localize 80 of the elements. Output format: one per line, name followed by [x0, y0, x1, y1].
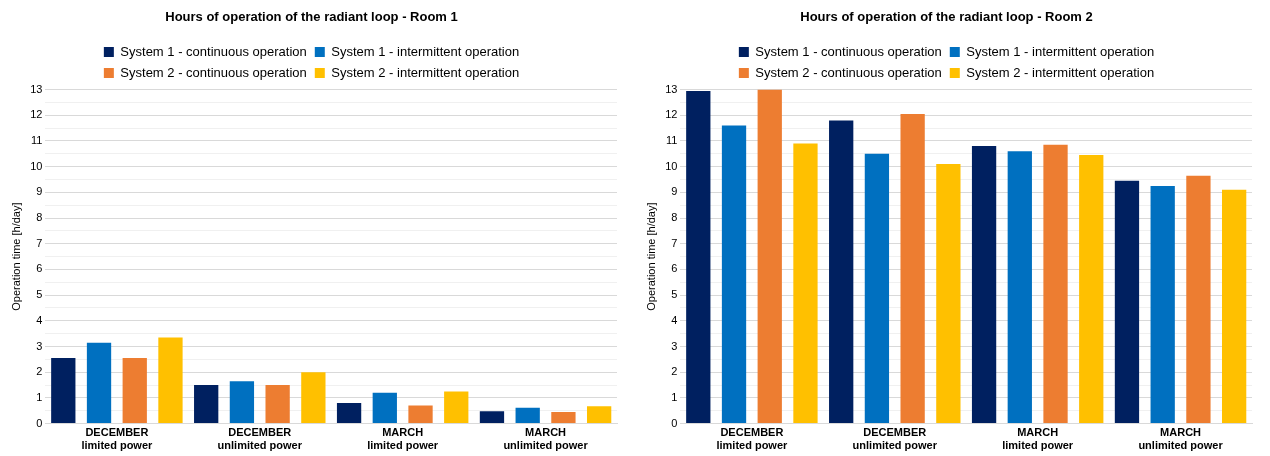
legend-label: System 2 - intermittent operation	[966, 64, 1155, 80]
bar	[194, 385, 219, 424]
bar	[936, 164, 961, 424]
bar	[1007, 151, 1032, 424]
bar	[551, 412, 576, 424]
y-tick-label: 11	[31, 134, 43, 147]
bar	[158, 337, 183, 424]
bar	[757, 89, 782, 424]
y-tick-label: 2	[36, 365, 43, 378]
y-tick-label: 10	[665, 159, 678, 172]
y-tick-label: 7	[36, 236, 43, 249]
x-tick-label: DECEMBER unlimited power	[217, 426, 303, 452]
bar	[1221, 189, 1247, 424]
y-tick-label: 4	[36, 313, 43, 326]
y-axis-title: Operation time [h/day]	[9, 202, 22, 311]
y-tick-label: 7	[671, 236, 678, 249]
bar	[1186, 175, 1211, 424]
x-tick-label: DECEMBER limited power	[716, 426, 789, 452]
legend-label: System 1 - continuous operation	[120, 43, 307, 59]
y-tick-label: 3	[671, 339, 678, 352]
y-tick-label: 6	[671, 262, 678, 275]
y-tick-label: 9	[36, 185, 43, 198]
chart-title: Hours of operation of the radiant loop - Room 2	[800, 9, 1093, 25]
y-tick-label: 8	[671, 211, 678, 224]
y-tick-label: 12	[665, 108, 678, 121]
bar	[721, 125, 747, 424]
bar	[515, 407, 540, 424]
chart-title: Hours of operation of the radiant loop - Room 1	[165, 9, 458, 25]
y-tick-label: 13	[30, 82, 43, 95]
bar	[1079, 155, 1104, 424]
y-axis-title: Operation time [h/day]	[644, 202, 657, 311]
x-tick-label: MARCH unlimited power	[1138, 426, 1224, 452]
y-tick-label: 11	[666, 134, 678, 147]
x-tick-label: DECEMBER limited power	[81, 426, 154, 452]
bar	[586, 406, 612, 424]
x-tick-label: MARCH unlimited power	[503, 426, 589, 452]
legend-label: System 1 - continuous operation	[755, 43, 942, 59]
y-tick-label: 13	[665, 82, 678, 95]
y-tick-label: 1	[36, 390, 43, 403]
bar	[829, 120, 854, 424]
y-tick-label: 12	[30, 108, 43, 121]
y-tick-label: 8	[36, 211, 43, 224]
bar	[793, 143, 818, 424]
x-tick-label: DECEMBER unlimited power	[852, 426, 938, 452]
y-tick-label: 5	[671, 288, 678, 301]
bar	[971, 146, 997, 424]
bar	[301, 372, 326, 424]
bar	[265, 385, 290, 424]
y-tick-label: 4	[671, 313, 678, 326]
bar	[408, 405, 433, 424]
x-tick-label: MARCH limited power	[1002, 426, 1074, 452]
bar	[1114, 180, 1140, 424]
bar	[372, 392, 397, 424]
bar	[1150, 185, 1175, 424]
y-tick-label: 0	[671, 416, 678, 429]
bar	[336, 403, 362, 424]
y-tick-label: 5	[36, 288, 43, 301]
bar	[479, 411, 505, 424]
y-tick-label: 9	[671, 185, 678, 198]
bar	[122, 358, 147, 424]
y-tick-label: 2	[671, 365, 678, 378]
y-tick-label: 10	[30, 159, 43, 172]
legend-label: System 1 - intermittent operation	[966, 43, 1155, 59]
legend-label: System 2 - intermittent operation	[331, 64, 520, 80]
bar	[229, 381, 255, 424]
y-tick-label: 6	[36, 262, 43, 275]
y-tick-label: 0	[36, 416, 43, 429]
y-tick-label: 3	[36, 339, 43, 352]
bar	[444, 391, 469, 424]
legend-label: System 2 - continuous operation	[120, 64, 307, 80]
y-tick-label: 1	[671, 390, 678, 403]
bar	[86, 342, 112, 424]
bar	[51, 358, 76, 424]
x-tick-label: MARCH limited power	[367, 426, 439, 452]
legend-label: System 1 - intermittent operation	[331, 43, 520, 59]
bar	[864, 153, 890, 424]
legend-label: System 2 - continuous operation	[755, 64, 942, 80]
bar	[900, 114, 925, 424]
bar	[1043, 144, 1068, 424]
bar	[686, 90, 711, 424]
